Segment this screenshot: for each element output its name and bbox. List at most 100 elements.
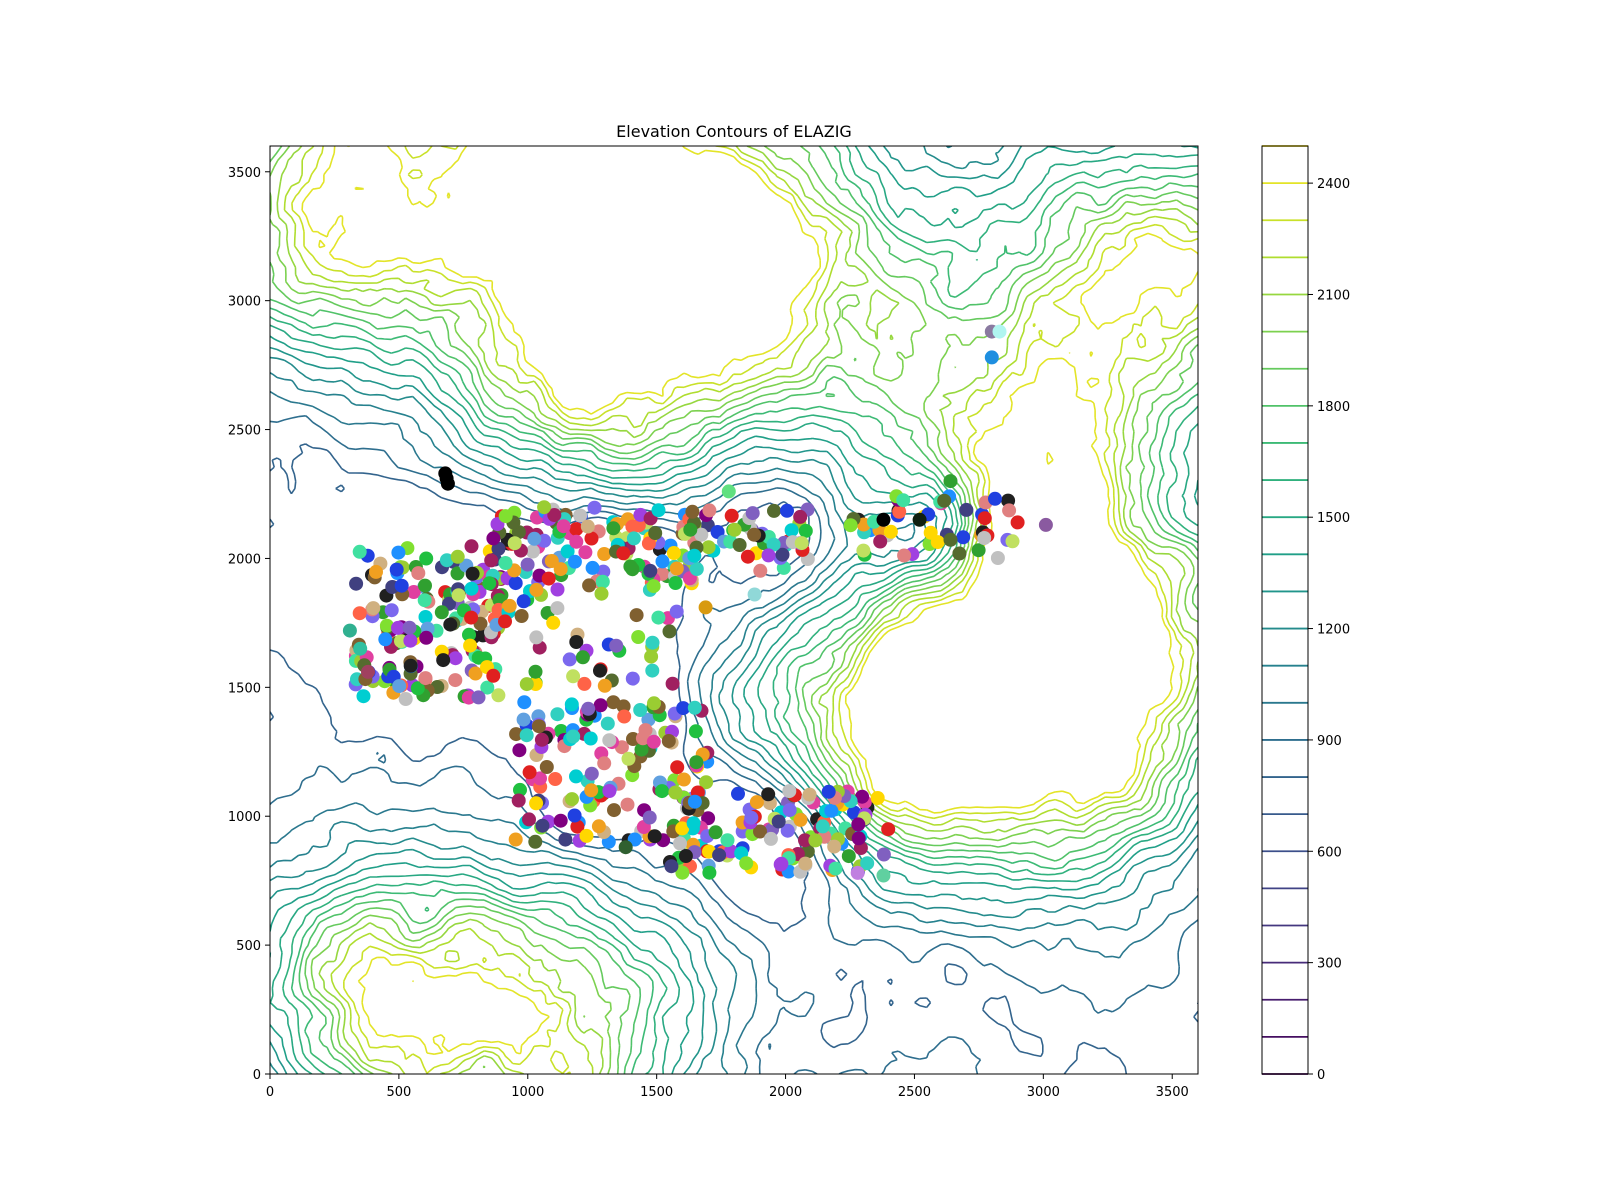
scatter-point	[645, 635, 660, 650]
scatter-point	[564, 697, 579, 712]
scatter-point	[977, 531, 992, 545]
y-tick-label: 3000	[228, 295, 261, 310]
contour-level-1600	[270, 146, 1198, 1074]
scatter-point	[851, 817, 866, 832]
colorbar-tick-label: 300	[1317, 957, 1342, 972]
scatter-point	[602, 784, 617, 798]
scatter-point	[498, 556, 513, 570]
scatter-point	[808, 833, 823, 848]
scatter-point	[550, 582, 565, 597]
colorbar-ticks: 0 300 600 900 1200 1500 1800 2100 2400	[1308, 177, 1350, 1083]
scatter-point	[720, 833, 735, 848]
scatter-point	[577, 676, 592, 691]
colorbar: 0 300 600 900 1200 1500 1800 2100 2400	[1261, 145, 1350, 1083]
scatter-point	[625, 671, 640, 686]
scatter-point	[698, 600, 713, 615]
scatter-point	[618, 840, 633, 855]
scatter-point	[580, 519, 595, 534]
scatter-point	[342, 623, 357, 638]
scatter-point	[448, 673, 463, 688]
scatter-point	[607, 803, 621, 818]
y-tick-label: 500	[236, 939, 261, 954]
scatter-point	[600, 716, 615, 731]
scatter-point	[992, 324, 1007, 339]
scatter-point	[356, 689, 371, 704]
scatter-point	[897, 548, 912, 563]
scatter-point	[439, 553, 454, 568]
scatter-point	[629, 608, 644, 623]
scatter-point	[525, 544, 540, 559]
scatter-point	[655, 554, 670, 569]
scatter-point	[721, 484, 736, 499]
scatter-point	[645, 663, 660, 678]
scatter-point	[418, 578, 432, 593]
scatter-point	[990, 551, 1005, 565]
scatter-point	[761, 548, 776, 563]
scatter-point	[418, 610, 433, 624]
scatter-point	[766, 537, 781, 552]
scatter-point	[471, 650, 486, 665]
scatter-point	[802, 787, 817, 802]
scatter-point	[547, 508, 562, 522]
scatter-point	[482, 576, 497, 591]
scatter-point	[798, 856, 813, 871]
scatter-point	[648, 526, 663, 541]
scatter-point	[646, 734, 661, 749]
scatter-point	[508, 832, 523, 847]
x-tick-label: 3000	[1027, 1085, 1060, 1100]
y-axis: 0 500 1000 1500 2000 2500 3000 3500	[228, 166, 270, 1083]
scatter-point	[581, 701, 596, 716]
scatter-point	[573, 508, 588, 523]
scatter-point	[749, 795, 764, 810]
scatter-point	[689, 755, 704, 770]
scatter-point	[546, 615, 561, 630]
scatter-point	[665, 676, 680, 691]
scatter-point	[651, 503, 666, 518]
scatter-point	[498, 614, 512, 629]
scatter-point	[544, 554, 559, 568]
scatter-point	[471, 690, 486, 705]
scatter-point	[595, 574, 610, 589]
scatter-point	[675, 865, 690, 880]
scatter-point	[621, 751, 636, 766]
y-tick-label: 0	[253, 1068, 261, 1083]
scatter-point	[616, 699, 631, 714]
scatter-point	[419, 630, 434, 645]
scatter-point	[587, 500, 602, 515]
scatter-point	[550, 707, 565, 722]
scatter-point	[873, 534, 888, 549]
scatter-point	[491, 541, 506, 556]
scatter-point	[782, 803, 797, 818]
scatter-point	[699, 775, 714, 790]
scatter-point	[623, 559, 638, 574]
scatter-point	[701, 811, 716, 826]
y-tick-label: 2000	[228, 552, 261, 567]
scatter-point	[943, 532, 958, 547]
scatter-point	[747, 587, 762, 602]
scatter-point	[883, 524, 898, 539]
scatter-point	[531, 719, 546, 734]
scatter-point	[676, 701, 691, 716]
scatter-point	[502, 598, 517, 613]
scatter-point	[798, 833, 812, 848]
scatter-point	[448, 651, 463, 666]
scatter-point	[634, 742, 649, 757]
scatter-point	[440, 476, 455, 491]
colorbar-level-lines	[1262, 145, 1308, 1075]
scatter-point	[678, 849, 693, 863]
scatter-point	[821, 784, 836, 799]
scatter-point	[687, 548, 702, 563]
scatter-point	[575, 650, 590, 665]
scatter-point	[642, 810, 657, 825]
scatter-point	[647, 696, 661, 711]
scatter-point	[668, 785, 683, 800]
x-tick-label: 1500	[640, 1085, 673, 1100]
scatter-point	[378, 632, 393, 647]
contour-level-1400	[270, 146, 1198, 1074]
scatter-point	[977, 511, 992, 526]
x-tick-label: 0	[266, 1085, 274, 1100]
y-tick-label: 1000	[228, 810, 261, 825]
scatter-point	[655, 784, 669, 799]
scatter-point	[782, 784, 797, 799]
colorbar-tick-label: 1500	[1317, 511, 1350, 526]
